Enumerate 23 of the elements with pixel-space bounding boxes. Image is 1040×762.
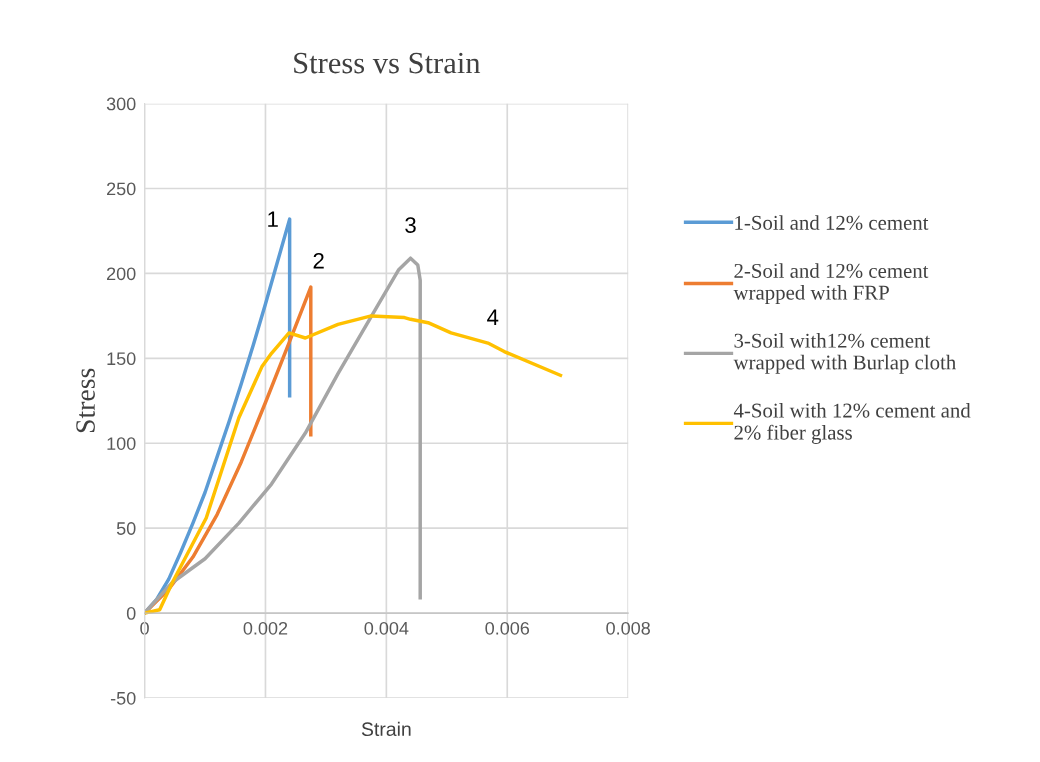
legend-label: 1-Soil and 12% cement <box>735 215 929 230</box>
y-tick-label: 300 <box>106 97 136 111</box>
annotation: 2 <box>313 252 324 269</box>
y-tick-label: 50 <box>116 522 136 535</box>
chart-title: Stress vs Strain <box>294 52 481 74</box>
y-axis-title: Stress <box>76 368 95 433</box>
annotation: 4 <box>487 309 499 325</box>
x-axis-title: Strain <box>361 721 411 737</box>
x-tick-label: 0.008 <box>606 621 650 635</box>
y-tick-label: 0 <box>126 607 136 620</box>
annotation: 3 <box>405 217 416 233</box>
x-tick-label: 0.002 <box>243 621 288 635</box>
y-tick-label: 250 <box>107 182 136 196</box>
legend-label: 4-Soil with 12% cement and 2% fiber glass <box>733 402 971 444</box>
y-tick-label: 200 <box>107 267 136 281</box>
legend-label: 3-Soil with12% cement wrapped with Burlap cloth <box>733 333 956 374</box>
y-tick-label: 100 <box>107 437 136 450</box>
legend-label: 2-Soil and 12% cement wrapped with FRP <box>733 263 929 304</box>
x-tick-label: 0.006 <box>485 621 530 635</box>
y-tick-label: -50 <box>110 691 136 705</box>
x-tick-label: 0.004 <box>364 621 409 635</box>
y-tick-label: 150 <box>107 352 136 366</box>
annotation: 1 <box>268 211 278 227</box>
